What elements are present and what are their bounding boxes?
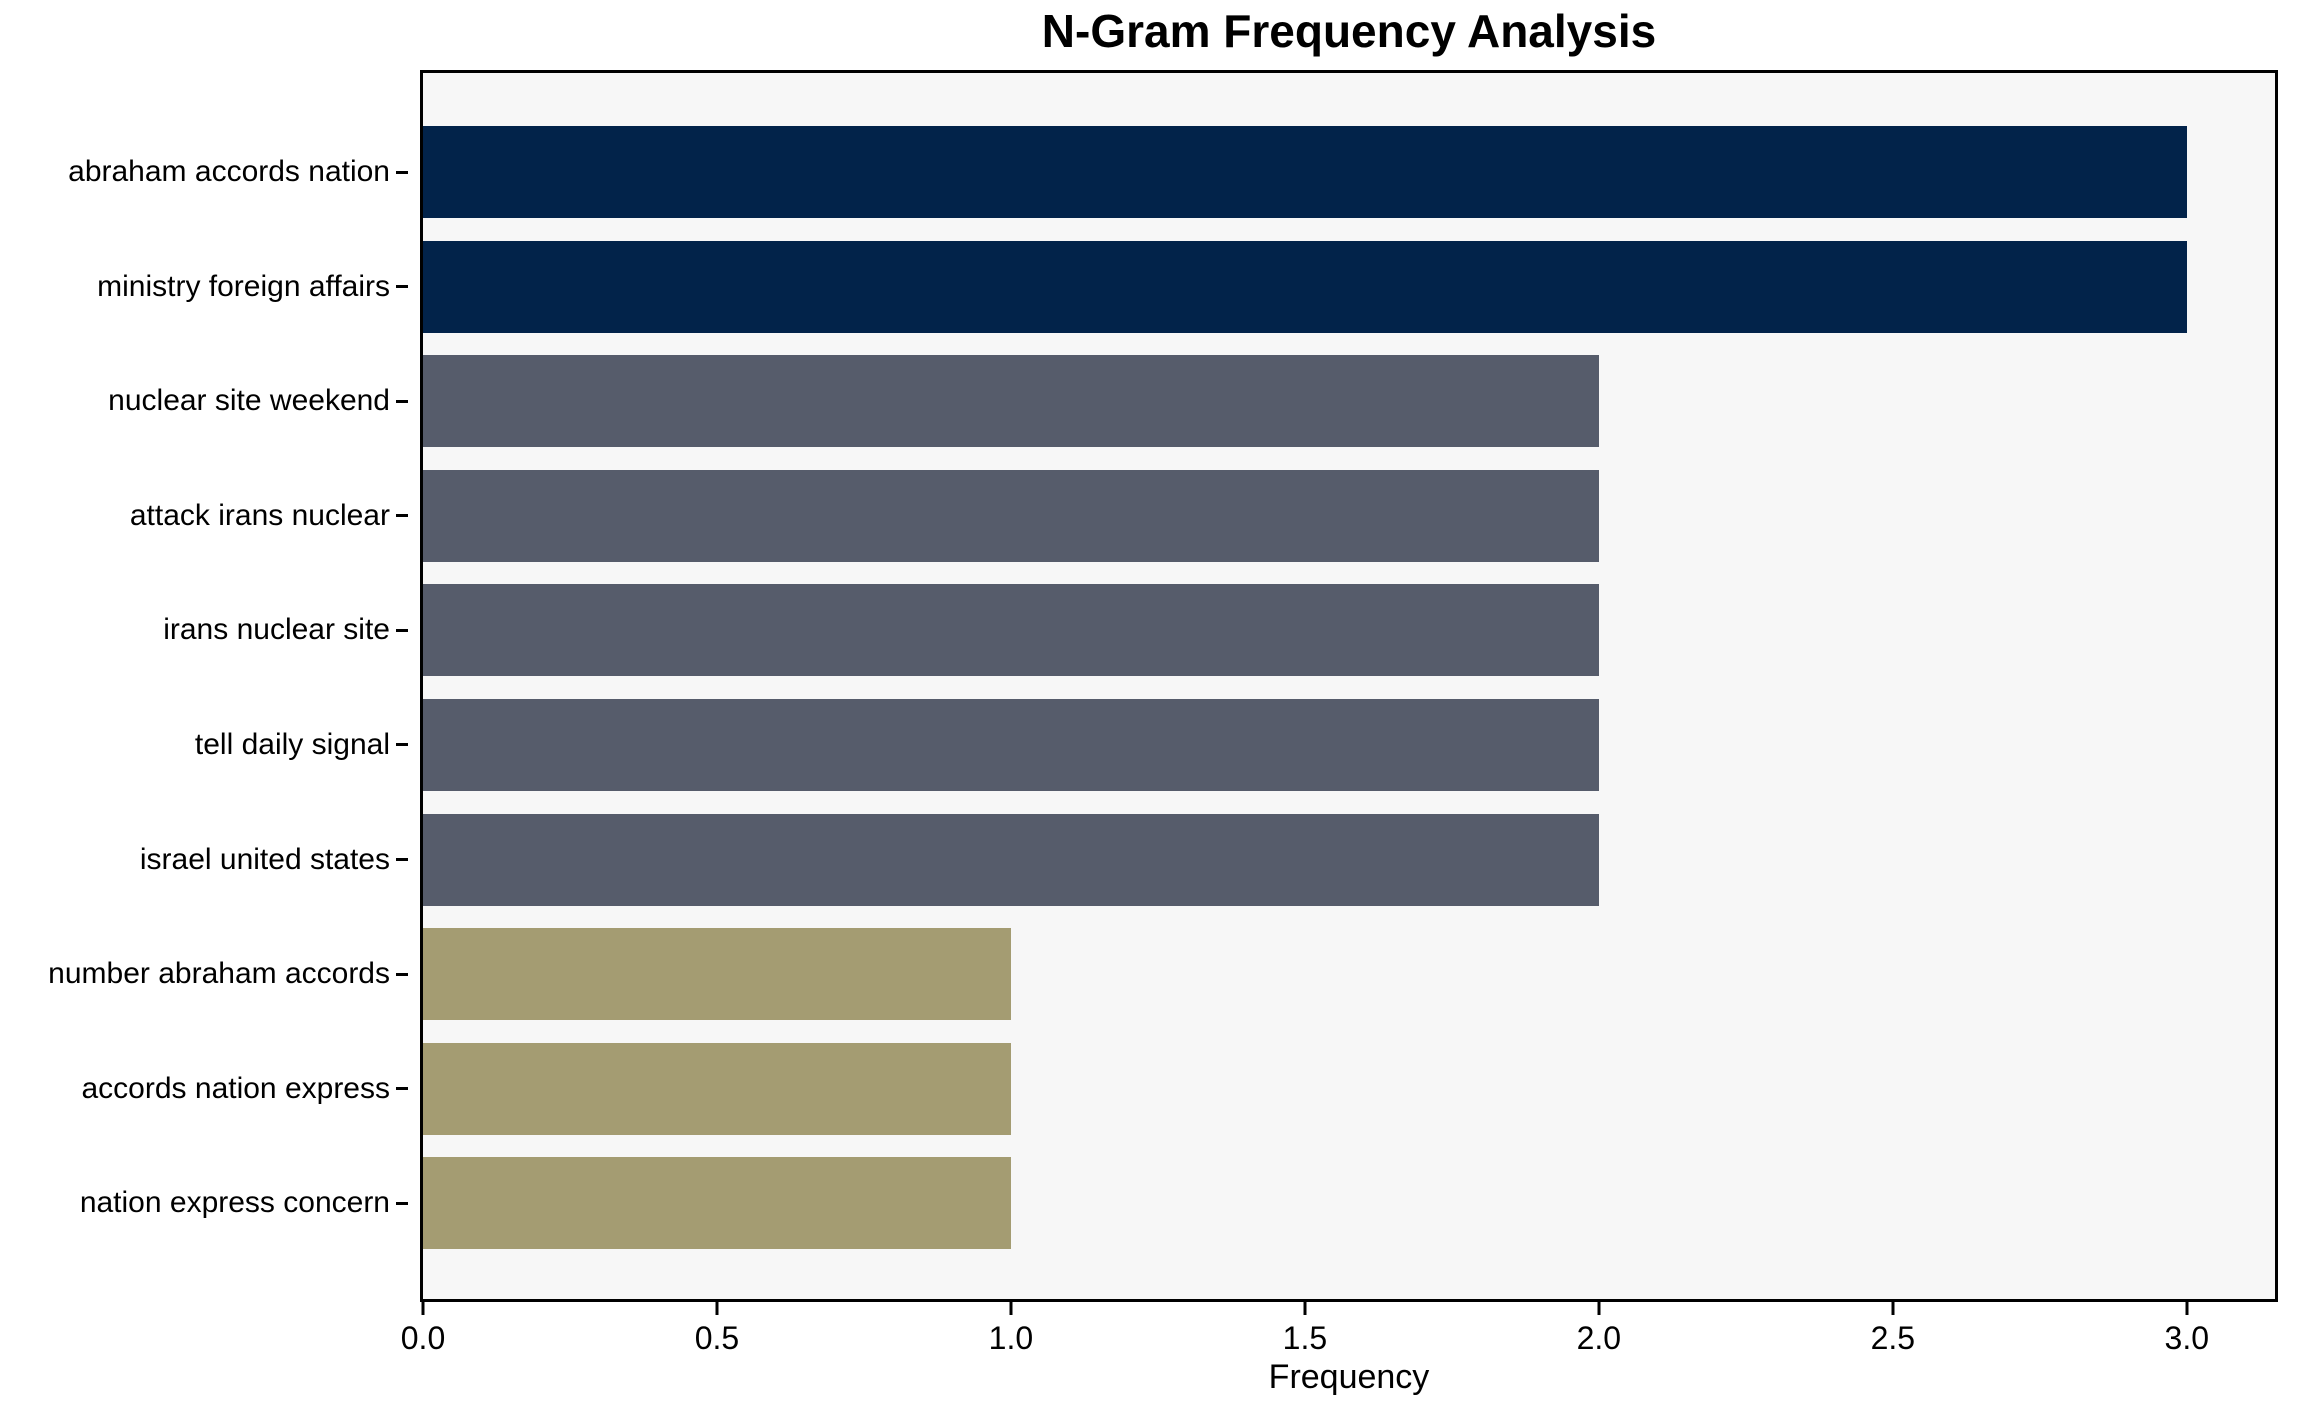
- x-tick-mark: [1891, 1302, 1895, 1315]
- y-tick-mark: [396, 1087, 408, 1091]
- bar-row: number abraham accords: [0, 928, 2299, 1021]
- x-tick-mark: [421, 1302, 425, 1315]
- y-axis-category-label: irans nuclear site: [163, 613, 390, 647]
- frequency-bar: [423, 928, 1011, 1021]
- x-tick-label: 2.0: [1576, 1320, 1622, 1356]
- y-tick-mark: [396, 743, 408, 747]
- frequency-bar: [423, 469, 1599, 562]
- frequency-bar: [423, 240, 2187, 333]
- bar-row: ministry foreign affairs: [0, 240, 2299, 333]
- x-tick-mark: [1009, 1302, 1013, 1315]
- x-tick-mark: [2185, 1302, 2189, 1315]
- frequency-bar: [423, 355, 1599, 448]
- y-tick-mark: [396, 514, 408, 518]
- frequency-bar: [423, 126, 2187, 218]
- y-tick-mark: [396, 285, 408, 289]
- bar-row: nation express concern: [0, 1157, 2299, 1250]
- bar-rows: abraham accords nation ministry foreign a…: [0, 70, 2299, 1302]
- bar-row: accords nation express: [0, 1042, 2299, 1135]
- frequency-bar: [423, 813, 1599, 906]
- bar-row: abraham accords nation: [0, 126, 2299, 218]
- x-tick-label: 0.5: [694, 1320, 740, 1356]
- y-axis-category-label: nation express concern: [79, 1186, 390, 1220]
- frequency-bar: [423, 698, 1599, 791]
- x-tick-mark: [1597, 1302, 1601, 1315]
- bar-row: nuclear site weekend: [0, 355, 2299, 448]
- frequency-bar: [423, 584, 1599, 677]
- y-tick-mark: [396, 170, 408, 174]
- bar-row: irans nuclear site: [0, 584, 2299, 677]
- y-tick-mark: [396, 399, 408, 403]
- y-tick-mark: [396, 972, 408, 976]
- chart-title: N-Gram Frequency Analysis: [1041, 5, 1657, 57]
- y-tick-mark: [396, 628, 408, 632]
- x-tick-mark: [1303, 1302, 1307, 1315]
- y-axis-category-label: tell daily signal: [194, 727, 390, 761]
- bar-row: tell daily signal: [0, 698, 2299, 791]
- y-axis-category-label: ministry foreign affairs: [97, 269, 390, 303]
- y-axis-category-label: nuclear site weekend: [108, 384, 390, 418]
- x-axis-ticks: 0.0 0.5 1.0 1.5 2.0 2.5 3.0: [401, 1302, 2275, 1362]
- y-axis-category-label: abraham accords nation: [68, 155, 390, 188]
- frequency-bar: [423, 1042, 1011, 1135]
- bar-row: attack irans nuclear: [0, 469, 2299, 562]
- y-tick-mark: [396, 1201, 408, 1205]
- frequency-bar: [423, 1157, 1011, 1250]
- x-tick-label: 3.0: [2164, 1320, 2210, 1356]
- y-tick-mark: [396, 858, 408, 862]
- x-tick-label: 2.5: [1870, 1320, 1916, 1356]
- x-tick-label: 0.0: [400, 1320, 446, 1356]
- x-tick-label: 1.0: [988, 1320, 1034, 1356]
- bar-row: israel united states: [0, 813, 2299, 906]
- y-axis-category-label: israel united states: [139, 842, 390, 876]
- x-tick-label: 1.5: [1282, 1320, 1328, 1356]
- x-tick-mark: [715, 1302, 719, 1315]
- y-axis-category-label: accords nation express: [81, 1071, 391, 1105]
- x-axis-label: Frequency: [1268, 1358, 1430, 1396]
- y-axis-category-label: number abraham accords: [48, 957, 390, 991]
- y-axis-category-label: attack irans nuclear: [129, 498, 390, 532]
